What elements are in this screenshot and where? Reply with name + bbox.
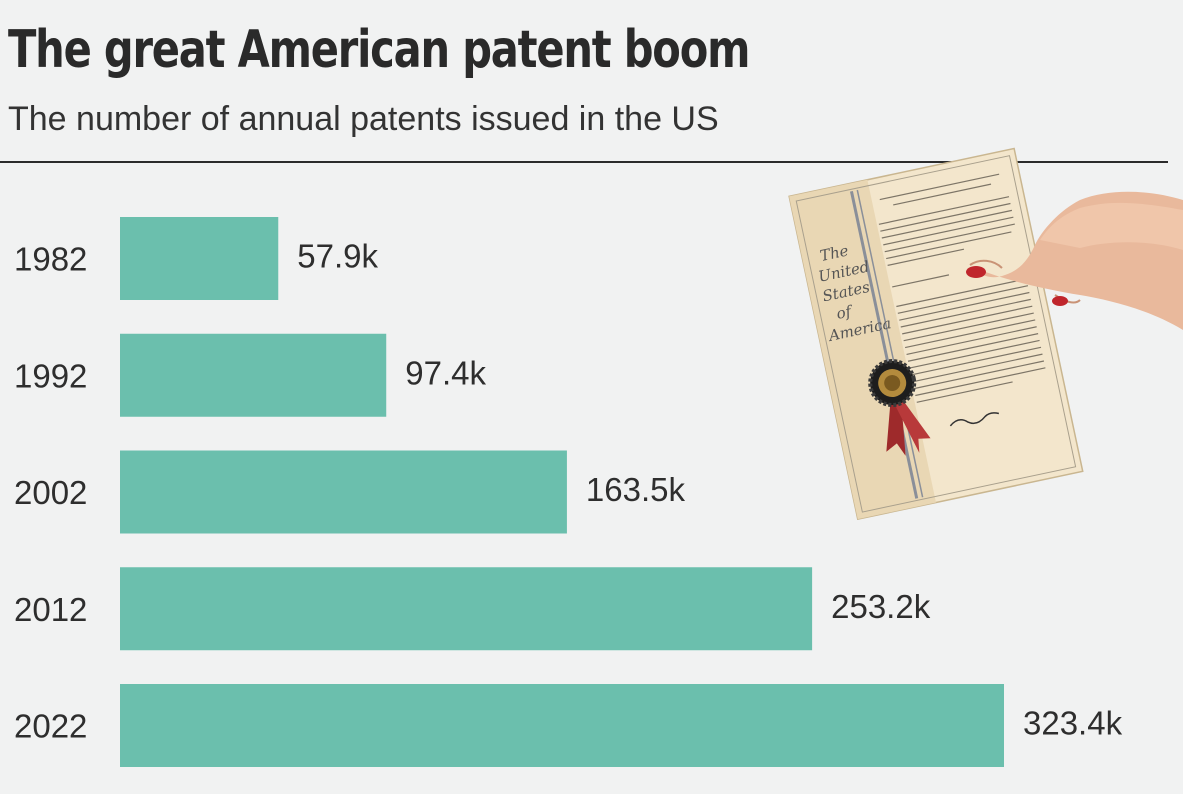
header-divider — [0, 161, 1168, 163]
hand — [966, 191, 1183, 330]
bar-1992 — [120, 333, 387, 417]
certificate-rule-thin — [856, 189, 924, 498]
chart-subtitle: The number of annual patents issued in t… — [8, 100, 719, 138]
fingernail — [966, 266, 986, 278]
bar-2002 — [120, 450, 567, 534]
value-label-2022: 323.4k — [1023, 705, 1123, 742]
certificate-border — [795, 155, 1077, 513]
certificate-rule — [849, 190, 919, 499]
fingernail-2 — [1052, 296, 1068, 306]
bar-2012 — [120, 567, 813, 651]
bars-group: 1982 57.9k 1992 97.4k 2002 163.5k 2012 253.2k 20… — [14, 217, 1123, 767]
category-label-1992: 1992 — [14, 357, 87, 394]
value-label-1982: 57.9k — [297, 238, 378, 275]
category-label-2022: 2022 — [14, 708, 87, 745]
seal-center — [884, 375, 901, 392]
category-label-2012: 2012 — [14, 591, 87, 628]
bar-1982 — [120, 217, 279, 300]
certificate-signature — [949, 412, 1000, 427]
bar-2022 — [120, 684, 1004, 767]
value-label-1992: 97.4k — [405, 354, 486, 391]
patent-certificate-image: The United States of America — [788, 147, 1183, 520]
certificate-text-lines — [878, 173, 1046, 403]
category-label-1982: 1982 — [14, 241, 87, 278]
value-label-2002: 163.5k — [586, 471, 686, 508]
value-label-2012: 253.2k — [831, 588, 931, 625]
seal-ribbon-right — [891, 390, 931, 453]
chart-title: The great American patent boom — [8, 20, 750, 80]
category-label-2002: 2002 — [14, 474, 87, 511]
